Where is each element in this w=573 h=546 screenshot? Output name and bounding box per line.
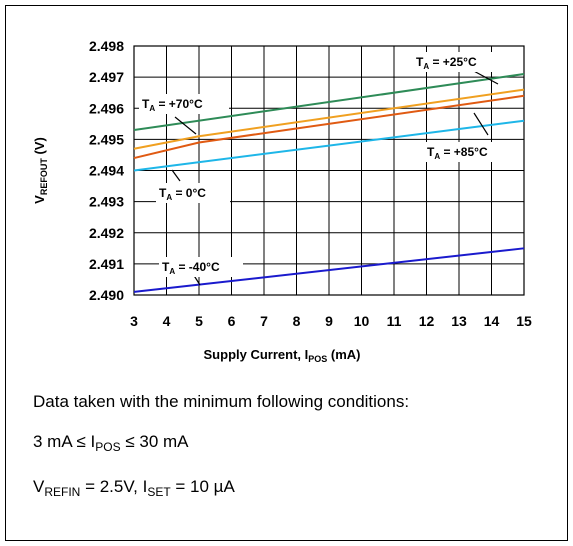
- reference-condition-end: = 10 µA: [170, 477, 235, 496]
- vrefin-symbol: V: [33, 477, 45, 496]
- x-tick-label: 13: [451, 313, 467, 329]
- x-tick-label: 5: [195, 313, 203, 329]
- y-tick-label: 2.496: [89, 100, 124, 116]
- reference-condition-mid: = 2.5V, I: [80, 477, 148, 496]
- series-line-4: [133, 247, 525, 293]
- y-tick-label: 2.498: [89, 38, 124, 54]
- conditions-heading: Data taken with the minimum following co…: [33, 392, 409, 412]
- reference-condition: VREFIN = 2.5V, ISET = 10 µA: [33, 477, 235, 499]
- x-tick-label: 15: [516, 313, 532, 329]
- y-tick-label: 2.492: [89, 225, 124, 241]
- voltage-vs-current-chart: 3 4 5 6 7 8 9 10 11 12 13 14 15 2.498 2.497 2.496 2.495 2…: [32, 38, 532, 364]
- x-tick-label: 9: [325, 313, 333, 329]
- annotation-label-3: TA = 0°C: [159, 186, 206, 202]
- annotation-label-4: TA = -40°C: [162, 260, 220, 276]
- series-line-3: [133, 119, 525, 172]
- y-tick-label: 2.493: [89, 194, 124, 210]
- annotation-leader-3: [171, 169, 181, 182]
- y-axis-title: VREFOUT (V): [32, 137, 49, 204]
- x-tick-label: 7: [260, 313, 268, 329]
- annotation-leader-2: [473, 112, 489, 136]
- annotation-box-4: [159, 257, 243, 277]
- y-tick-label: 2.491: [89, 256, 124, 272]
- y-tick-label: 2.494: [89, 163, 124, 179]
- series-line-2: [133, 94, 525, 160]
- x-tick-label: 12: [419, 313, 435, 329]
- x-tick-label: 4: [163, 313, 171, 329]
- current-range-text-end: ≤ 30 mA: [120, 432, 189, 451]
- series-line-1: [133, 88, 525, 150]
- annotation-box-0: [413, 52, 510, 72]
- annotation-leader-1: [174, 116, 197, 135]
- annotation-label-0: TA = +25°C: [416, 55, 477, 71]
- x-tick-label: 3: [130, 313, 138, 329]
- y-tick-label: 2.495: [89, 131, 124, 147]
- vrefin-subscript: REFIN: [44, 485, 81, 499]
- annotation-label-2: TA = +85°C: [427, 145, 488, 161]
- x-tick-label: 11: [387, 313, 402, 329]
- x-tick-label: 14: [484, 313, 500, 329]
- x-tick-label: 10: [354, 313, 370, 329]
- annotation-box-1: [139, 94, 229, 114]
- y-tick-label: 2.490: [89, 287, 124, 303]
- x-axis-title: Supply Current, IPOS (mA): [204, 347, 361, 364]
- annotation-label-1: TA = +70°C: [142, 97, 203, 113]
- annotation-box-3: [156, 183, 230, 203]
- conditions-heading-text: Data taken with the minimum following co…: [33, 392, 410, 411]
- x-tick-label: 6: [228, 313, 236, 329]
- current-range-subscript: POS: [95, 440, 121, 454]
- series-line-0: [133, 73, 525, 132]
- y-tick-label: 2.497: [89, 69, 124, 85]
- annotation-box-2: [424, 142, 521, 162]
- iset-subscript: SET: [147, 485, 171, 499]
- x-tick-label: 8: [293, 313, 301, 329]
- figure-frame: [5, 5, 568, 541]
- current-range-condition: 3 mA ≤ IPOS ≤ 30 mA: [33, 432, 189, 454]
- current-range-text: 3 mA ≤ I: [33, 432, 96, 451]
